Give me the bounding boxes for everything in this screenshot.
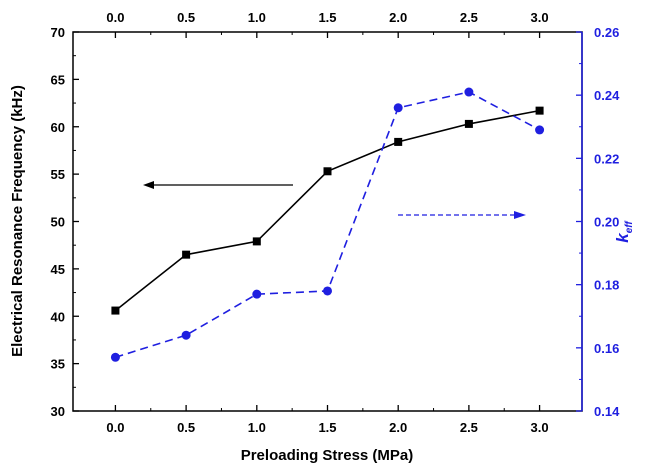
plot-frame — [72, 31, 583, 412]
y-tick-label: 45 — [51, 262, 65, 277]
x-tick-label-top: 0.0 — [106, 10, 124, 25]
series-point-circle — [110, 352, 120, 362]
ticks-layer: 0.0 0.0 0.5 0.5 1.0 1.0 1.5 1.5 2.0 2.0 2.5 2.5 3.0 3… — [51, 10, 621, 435]
x-tick-label-bottom: 0.5 — [177, 420, 195, 435]
series-point-square — [464, 119, 473, 128]
x-tick-label-bottom: 2.5 — [460, 420, 478, 435]
y-tick-label: 40 — [51, 309, 65, 324]
x-tick-label-bottom: 2.0 — [389, 420, 407, 435]
x-tick-label-top: 2.5 — [460, 10, 478, 25]
x-tick-label-top: 1.0 — [248, 10, 266, 25]
x-tick-label-top: 1.5 — [318, 10, 336, 25]
series-point-circle — [323, 286, 332, 296]
y2-axis-title-main: k — [613, 232, 632, 243]
x-tick-label-bottom: 1.5 — [318, 420, 336, 435]
y-tick-label: 70 — [51, 25, 65, 40]
arrow-right-head — [514, 211, 526, 219]
x-tick-label-top: 0.5 — [177, 10, 195, 25]
x-axis-title: Preloading Stress (MPa) — [241, 447, 414, 464]
series-point-square — [535, 106, 544, 115]
series-line-0 — [114, 109, 540, 312]
annotation-layer — [143, 181, 526, 219]
x-tick-label-top: 2.0 — [389, 10, 407, 25]
y2-tick-label: 0.16 — [594, 341, 619, 356]
x-tick-label-bottom: 1.0 — [248, 420, 266, 435]
y2-tick-label: 0.18 — [594, 278, 619, 293]
x-tick-label-bottom: 3.0 — [531, 420, 549, 435]
series-point-square — [394, 137, 403, 146]
y-tick-label: 65 — [51, 72, 65, 87]
arrow-left-head — [143, 181, 154, 189]
y-tick-label: 50 — [51, 215, 65, 230]
y2-tick-label: 0.14 — [594, 404, 620, 419]
x-tick-label-top: 3.0 — [531, 10, 549, 25]
y-tick-label: 60 — [51, 120, 65, 135]
series-point-circle — [393, 103, 403, 113]
series-point-circle — [464, 87, 474, 97]
x-tick-label-bottom: 0.0 — [106, 420, 124, 435]
y2-tick-label: 0.26 — [594, 25, 619, 40]
series-point-square — [111, 306, 120, 315]
y-tick-label: 35 — [51, 357, 65, 372]
y2-tick-label: 0.20 — [594, 215, 619, 230]
y-axis-title: Electrical Resonance Frequency (kHz) — [9, 85, 26, 357]
y-tick-label: 30 — [51, 404, 65, 419]
y2-tick-label: 0.24 — [594, 88, 620, 103]
series-point-circle — [181, 330, 191, 340]
series-point-square — [252, 237, 261, 246]
y-tick-label: 55 — [51, 167, 65, 182]
series-point-circle — [252, 289, 262, 299]
y2-axis-title: keff — [613, 220, 635, 243]
y2-axis-title-subscript: eff — [624, 220, 635, 234]
series-point-square — [323, 167, 332, 176]
series-point-square — [182, 250, 191, 259]
series-layer — [110, 87, 545, 362]
series-point-circle — [535, 125, 545, 135]
y2-tick-label: 0.22 — [594, 151, 619, 166]
series-line-1 — [115, 91, 540, 359]
